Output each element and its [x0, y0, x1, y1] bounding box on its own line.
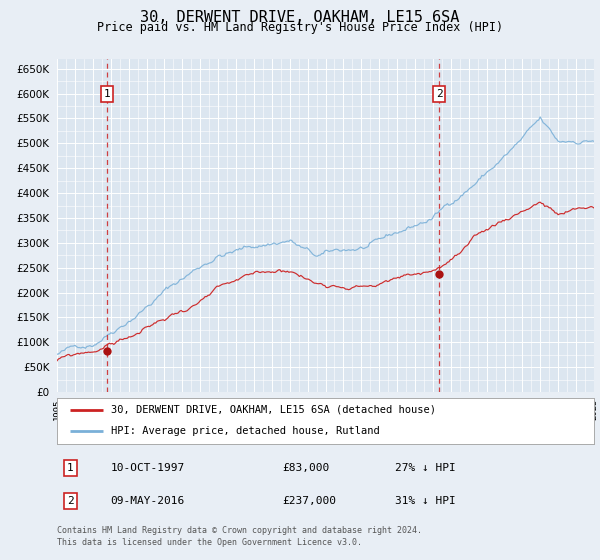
- Text: 31% ↓ HPI: 31% ↓ HPI: [395, 496, 456, 506]
- Text: 27% ↓ HPI: 27% ↓ HPI: [395, 463, 456, 473]
- Text: Price paid vs. HM Land Registry's House Price Index (HPI): Price paid vs. HM Land Registry's House …: [97, 21, 503, 34]
- Text: 1: 1: [104, 89, 110, 99]
- Text: 10-OCT-1997: 10-OCT-1997: [111, 463, 185, 473]
- Text: 30, DERWENT DRIVE, OAKHAM, LE15 6SA (detached house): 30, DERWENT DRIVE, OAKHAM, LE15 6SA (det…: [111, 405, 436, 415]
- Text: 2: 2: [67, 496, 74, 506]
- Text: This data is licensed under the Open Government Licence v3.0.: This data is licensed under the Open Gov…: [57, 539, 362, 548]
- Text: 30, DERWENT DRIVE, OAKHAM, LE15 6SA: 30, DERWENT DRIVE, OAKHAM, LE15 6SA: [140, 10, 460, 25]
- Text: 2: 2: [436, 89, 443, 99]
- Text: Contains HM Land Registry data © Crown copyright and database right 2024.: Contains HM Land Registry data © Crown c…: [57, 526, 422, 535]
- Text: £83,000: £83,000: [283, 463, 330, 473]
- Text: 09-MAY-2016: 09-MAY-2016: [111, 496, 185, 506]
- Text: 1: 1: [67, 463, 74, 473]
- Text: HPI: Average price, detached house, Rutland: HPI: Average price, detached house, Rutl…: [111, 426, 379, 436]
- Text: £237,000: £237,000: [283, 496, 337, 506]
